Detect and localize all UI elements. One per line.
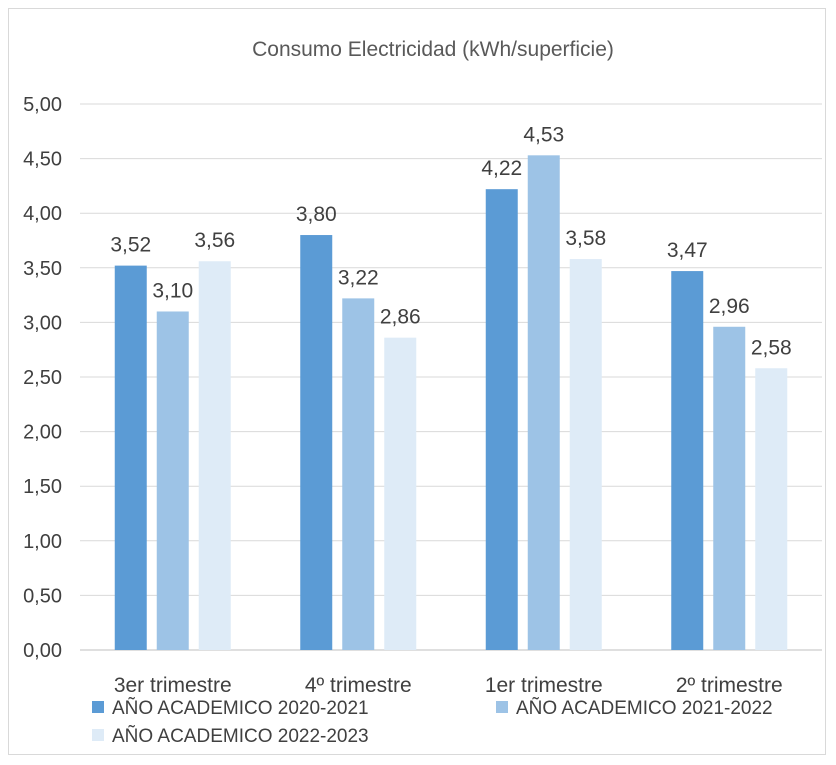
x-axis-categories: 3er trimestre 4º trimestre 1er trimestre 2º… xyxy=(114,674,783,697)
data-label: 3,56 xyxy=(194,229,235,252)
legend-swatch xyxy=(496,701,508,713)
y-tick-label: 5,00 xyxy=(23,94,62,116)
data-label: 3,22 xyxy=(338,266,379,289)
data-label: 3,58 xyxy=(565,227,606,250)
legend-swatch xyxy=(92,701,104,713)
x-category-label: 3er trimestre xyxy=(114,674,232,697)
x-category-label: 2º trimestre xyxy=(676,674,783,697)
legend-label: AÑO ACADEMICO 2022-2023 xyxy=(112,725,369,747)
bar xyxy=(569,259,602,650)
data-label: 2,58 xyxy=(751,336,792,359)
bar xyxy=(713,326,746,650)
legend-item: AÑO ACADEMICO 2022-2023 xyxy=(92,725,369,747)
bar xyxy=(755,368,788,650)
data-label: 3,10 xyxy=(152,279,193,302)
x-category-label: 1er trimestre xyxy=(485,674,603,697)
gridlines xyxy=(80,103,822,651)
legend-label: AÑO ACADEMICO 2020-2021 xyxy=(112,697,369,719)
bar xyxy=(485,189,518,650)
y-tick-label: 4,50 xyxy=(23,149,62,171)
data-label: 2,86 xyxy=(380,306,421,329)
y-tick-label: 1,50 xyxy=(23,476,62,498)
bar xyxy=(671,271,704,650)
y-tick-label: 2,00 xyxy=(23,422,62,444)
legend-swatch xyxy=(92,729,104,741)
y-tick-label: 4,00 xyxy=(23,203,62,225)
x-category-label: 4º trimestre xyxy=(305,674,412,697)
bar xyxy=(114,265,147,650)
bar xyxy=(300,235,333,651)
data-label: 3,80 xyxy=(296,203,337,226)
data-label: 4,22 xyxy=(481,157,522,180)
data-label: 3,52 xyxy=(110,234,151,257)
legend-item: AÑO ACADEMICO 2021-2022 xyxy=(496,697,773,719)
y-tick-label: 0,50 xyxy=(23,585,62,607)
legend: AÑO ACADEMICO 2020-2021 AÑO ACADEMICO 202… xyxy=(92,697,773,747)
bar xyxy=(342,298,375,650)
y-tick-label: 0,00 xyxy=(23,640,62,662)
data-label: 4,53 xyxy=(523,123,564,146)
data-label: 3,47 xyxy=(667,239,708,262)
data-label: 2,96 xyxy=(709,295,750,318)
data-labels: 3,523,10 3,56 3,80 3,222,86 4,224,53 3,58 3,47… xyxy=(110,123,791,359)
y-tick-label: 3,00 xyxy=(23,312,62,334)
bar xyxy=(156,311,189,650)
bar xyxy=(198,261,231,650)
bar xyxy=(384,337,417,650)
y-axis-ticks: 0,00 0,50 1,00 1,50 2,00 2,50 3,00 3,50 4,00 4,50… xyxy=(23,94,62,662)
bars xyxy=(114,155,788,651)
bar xyxy=(527,155,560,650)
y-tick-label: 3,50 xyxy=(23,258,62,280)
legend-label: AÑO ACADEMICO 2021-2022 xyxy=(516,697,773,719)
y-tick-label: 2,50 xyxy=(23,367,62,389)
legend-item: AÑO ACADEMICO 2020-2021 xyxy=(92,697,369,719)
chart-title: Consumo Electricidad (kWh/superficie) xyxy=(252,38,614,61)
y-tick-label: 1,00 xyxy=(23,531,62,553)
